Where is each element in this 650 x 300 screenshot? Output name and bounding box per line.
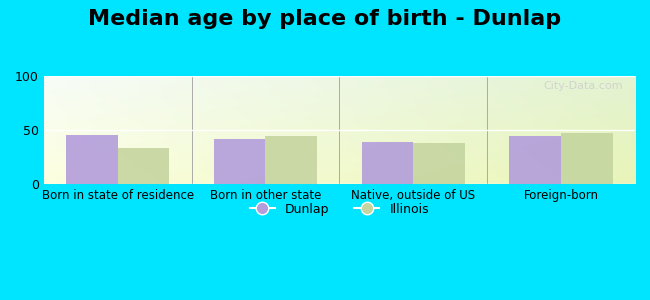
Bar: [361, 142, 413, 184]
Bar: [413, 143, 465, 184]
Bar: [118, 148, 170, 184]
Bar: [510, 136, 561, 184]
Legend: Dunlap, Illinois: Dunlap, Illinois: [245, 198, 434, 221]
Text: Median age by place of birth - Dunlap: Median age by place of birth - Dunlap: [88, 9, 562, 29]
Bar: [561, 133, 613, 184]
Bar: [66, 135, 118, 184]
Text: City-Data.com: City-Data.com: [543, 81, 623, 92]
Bar: [265, 136, 317, 184]
Bar: [214, 139, 265, 184]
